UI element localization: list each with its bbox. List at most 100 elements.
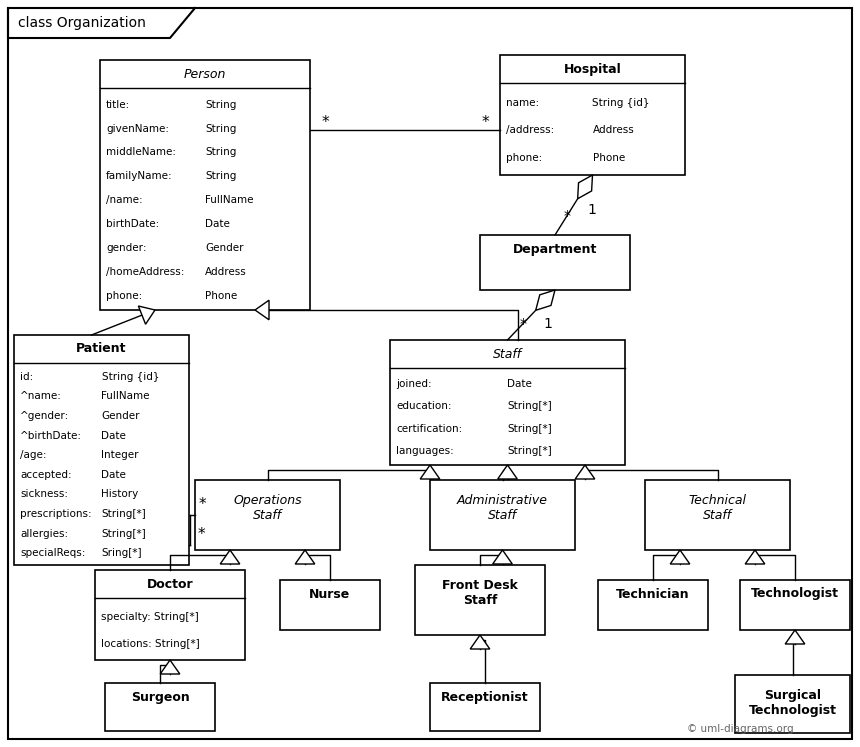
Text: joined:: joined: xyxy=(396,379,432,388)
Text: ^birthDate:: ^birthDate: xyxy=(20,430,82,441)
Bar xyxy=(390,340,625,465)
Text: Hospital: Hospital xyxy=(563,63,622,75)
Text: sickness:: sickness: xyxy=(20,489,68,500)
Text: ^gender:: ^gender: xyxy=(20,411,70,421)
Text: Sring[*]: Sring[*] xyxy=(101,548,142,558)
Text: String: String xyxy=(205,123,236,134)
Text: FullName: FullName xyxy=(205,195,254,205)
Polygon shape xyxy=(160,660,180,674)
Text: Technologist: Technologist xyxy=(751,587,839,601)
Text: birthDate:: birthDate: xyxy=(106,219,159,229)
Text: name:: name: xyxy=(506,98,539,108)
Text: Integer: Integer xyxy=(101,450,139,460)
Text: phone:: phone: xyxy=(506,153,543,164)
Polygon shape xyxy=(255,300,269,320)
Text: givenName:: givenName: xyxy=(106,123,169,134)
Text: allergies:: allergies: xyxy=(20,529,68,539)
Text: *: * xyxy=(197,527,205,542)
Text: Date: Date xyxy=(507,379,532,388)
Polygon shape xyxy=(493,550,513,564)
Bar xyxy=(280,580,380,630)
Text: Address: Address xyxy=(205,267,247,277)
Text: locations: String[*]: locations: String[*] xyxy=(101,639,200,649)
Polygon shape xyxy=(536,290,555,310)
Text: title:: title: xyxy=(106,99,130,110)
Bar xyxy=(598,580,708,630)
Bar xyxy=(740,580,850,630)
Text: Gender: Gender xyxy=(205,243,243,253)
Text: /address:: /address: xyxy=(506,125,554,135)
Polygon shape xyxy=(670,550,690,564)
Polygon shape xyxy=(578,175,593,199)
Text: Staff: Staff xyxy=(493,347,522,361)
Bar xyxy=(14,335,189,565)
Text: /age:: /age: xyxy=(20,450,46,460)
Polygon shape xyxy=(470,635,490,649)
Text: /homeAddress:: /homeAddress: xyxy=(106,267,184,277)
Text: Patient: Patient xyxy=(77,343,126,356)
Text: 1: 1 xyxy=(587,203,596,217)
Text: Date: Date xyxy=(101,470,126,480)
Bar xyxy=(430,480,575,550)
Text: Front Desk
Staff: Front Desk Staff xyxy=(442,579,518,607)
Text: Technical
Staff: Technical Staff xyxy=(689,494,746,522)
Polygon shape xyxy=(220,550,240,564)
Text: String[*]: String[*] xyxy=(507,401,552,412)
Text: Date: Date xyxy=(101,430,126,441)
Bar xyxy=(195,480,340,550)
Text: Phone: Phone xyxy=(593,153,624,164)
Polygon shape xyxy=(421,465,439,479)
Bar xyxy=(645,480,790,550)
Bar xyxy=(105,683,215,731)
Text: Gender: Gender xyxy=(101,411,140,421)
Text: /name:: /name: xyxy=(106,195,143,205)
Bar xyxy=(430,683,540,731)
Bar xyxy=(415,565,545,635)
Text: familyName:: familyName: xyxy=(106,171,173,182)
Text: specialReqs:: specialReqs: xyxy=(20,548,85,558)
Text: *: * xyxy=(198,498,206,512)
Text: String: String xyxy=(205,99,236,110)
Text: Person: Person xyxy=(184,67,226,81)
Text: String[*]: String[*] xyxy=(101,529,146,539)
Text: phone:: phone: xyxy=(106,291,142,301)
Text: Operations
Staff: Operations Staff xyxy=(233,494,302,522)
Text: String[*]: String[*] xyxy=(507,447,552,456)
Text: Phone: Phone xyxy=(205,291,237,301)
Text: middleName:: middleName: xyxy=(106,147,176,158)
Text: specialty: String[*]: specialty: String[*] xyxy=(101,612,199,622)
Text: String[*]: String[*] xyxy=(101,509,146,519)
Text: String {id}: String {id} xyxy=(101,372,159,382)
Text: *: * xyxy=(482,114,488,129)
Text: gender:: gender: xyxy=(106,243,146,253)
Text: String {id}: String {id} xyxy=(593,98,650,108)
Polygon shape xyxy=(138,306,155,324)
Text: class Organization: class Organization xyxy=(18,16,146,30)
Text: Date: Date xyxy=(205,219,230,229)
Text: *: * xyxy=(519,317,526,331)
Text: prescriptions:: prescriptions: xyxy=(20,509,92,519)
Text: Technician: Technician xyxy=(616,587,690,601)
Text: Nurse: Nurse xyxy=(310,587,351,601)
Polygon shape xyxy=(498,465,518,479)
Text: education:: education: xyxy=(396,401,452,412)
Text: Surgeon: Surgeon xyxy=(131,690,189,704)
Bar xyxy=(480,235,630,290)
Bar xyxy=(95,570,245,660)
Text: *: * xyxy=(321,114,329,129)
Text: certification:: certification: xyxy=(396,424,463,434)
Polygon shape xyxy=(295,550,315,564)
Text: Doctor: Doctor xyxy=(147,577,194,590)
Polygon shape xyxy=(575,465,595,479)
Bar xyxy=(735,675,850,733)
Bar xyxy=(500,55,685,175)
Text: FullName: FullName xyxy=(101,391,150,401)
Text: 1: 1 xyxy=(543,317,552,331)
Text: Administrative
Staff: Administrative Staff xyxy=(457,494,548,522)
Bar xyxy=(100,60,310,310)
Text: Receptionist: Receptionist xyxy=(441,690,529,704)
Text: © uml-diagrams.org: © uml-diagrams.org xyxy=(686,724,793,734)
Text: *: * xyxy=(563,209,570,223)
Text: languages:: languages: xyxy=(396,447,454,456)
Text: History: History xyxy=(101,489,138,500)
